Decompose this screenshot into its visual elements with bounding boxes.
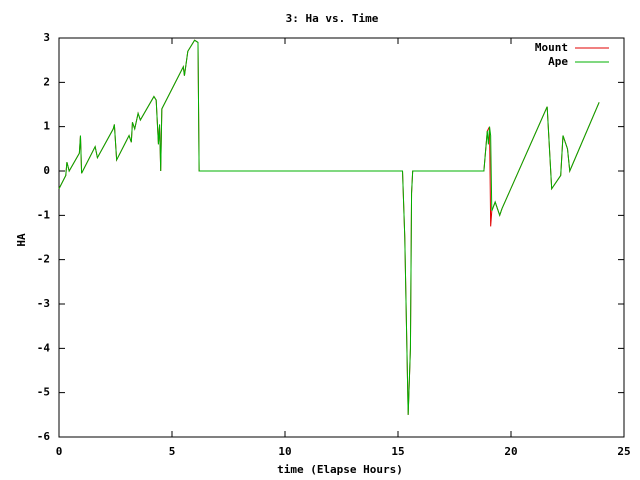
x-tick-label: 0 (56, 445, 63, 458)
line-series (58, 39, 600, 415)
x-tick-label: 5 (169, 445, 176, 458)
plot-border (58, 37, 625, 438)
legend-label: Mount (535, 41, 568, 54)
y-tick-label: 3 (43, 31, 50, 44)
x-tick-label: 15 (391, 445, 404, 458)
y-tick-label: -5 (37, 386, 50, 399)
x-tick-label: 20 (504, 445, 517, 458)
y-tick-label: 2 (43, 75, 50, 88)
line-series (58, 39, 600, 415)
legend-label: Ape (548, 55, 568, 68)
y-tick-label: -2 (37, 253, 50, 266)
y-tick-label: -6 (37, 430, 51, 443)
y-tick-label: -3 (37, 297, 50, 310)
x-tick-label: 25 (617, 445, 630, 458)
x-axis-label: time (Elapse Hours) (277, 463, 403, 476)
y-tick-label: -4 (37, 341, 51, 354)
y-tick-label: 1 (43, 120, 50, 133)
y-tick-label: 0 (43, 164, 50, 177)
y-axis-label: HA (15, 233, 28, 247)
x-tick-label: 10 (278, 445, 291, 458)
y-tick-label: -1 (37, 208, 51, 221)
chart-title: 3: Ha vs. Time (286, 12, 379, 25)
